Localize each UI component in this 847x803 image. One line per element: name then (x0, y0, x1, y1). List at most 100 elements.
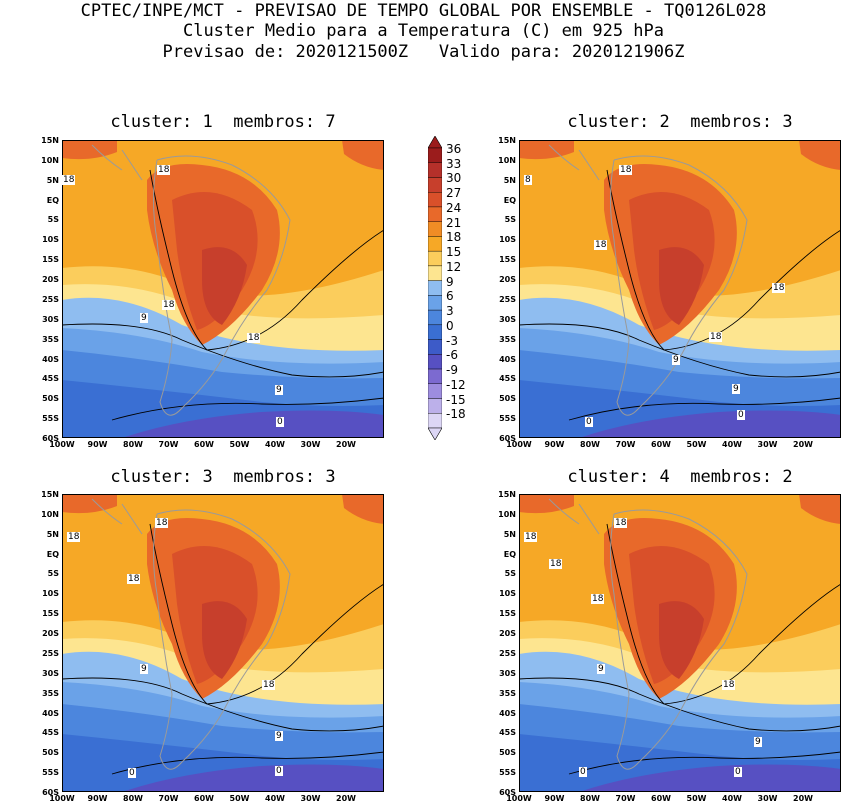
contour-value-label: 0 (585, 417, 593, 427)
contour-value-label: 9 (672, 355, 680, 365)
lat-label: 5S (47, 569, 59, 579)
lat-label: 15S (42, 255, 59, 265)
lon-label: 20W (793, 440, 813, 449)
contour-value-label: 18 (772, 283, 786, 293)
map-panel-3 (62, 494, 384, 792)
lat-label: 5N (46, 175, 59, 185)
contour-value-label: 9 (275, 731, 283, 741)
lon-label: 90W (544, 440, 565, 449)
colorbar-label: 33 (446, 156, 462, 171)
lon-label: 100W (49, 440, 75, 449)
contour-line (111, 397, 384, 421)
lat-label: 50S (42, 748, 59, 758)
colorbar-label: -9 (446, 363, 458, 378)
colorbar-label: 0 (446, 318, 454, 333)
colorbar-label: -12 (446, 377, 466, 392)
lon-label: 90W (544, 794, 565, 803)
colorbar-label: 27 (446, 186, 462, 201)
lon-label: 50W (229, 440, 250, 449)
colorbar-label: -6 (446, 348, 458, 363)
lat-label: 5N (46, 529, 59, 539)
coastline (121, 503, 143, 535)
lat-label: 40S (499, 708, 516, 718)
panel-4-title: cluster: 4 membros: 2 (567, 467, 793, 487)
purple-band (122, 764, 384, 792)
colorbar-segment (428, 295, 442, 311)
colorbar-bottom-arrow (428, 427, 442, 440)
colorbar-label: 15 (446, 245, 462, 260)
lat-label: 45S (42, 374, 59, 384)
map-frame (62, 494, 384, 792)
colorbar-label: 9 (446, 274, 454, 289)
lat-label: 20S (499, 629, 516, 639)
contour-value-label: 18 (722, 680, 736, 690)
lat-label: 35S (42, 334, 59, 344)
lon-label: 100W (506, 440, 532, 449)
colorbar-segment (428, 147, 442, 163)
panel-1-title: cluster: 1 membros: 7 (110, 112, 336, 132)
map-frame (62, 140, 384, 438)
contour-value-label: 18 (262, 680, 276, 690)
lon-label: 20W (793, 794, 813, 803)
lat-label: 15N (41, 136, 59, 145)
lat-label: 45S (499, 374, 516, 384)
contour-value-label: 18 (62, 175, 76, 185)
coastline (610, 509, 748, 770)
contour-value-label: 0 (275, 766, 283, 776)
contour-line (519, 323, 841, 378)
contour-line (62, 323, 384, 378)
colorbar (428, 136, 442, 440)
lat-label: 40S (499, 354, 516, 364)
lat-label: 10S (42, 235, 59, 245)
lon-label: 80W (123, 794, 143, 803)
lat-label: 60S (499, 434, 516, 443)
lon-label: 90W (87, 794, 108, 803)
contour-value-label: 18 (524, 532, 538, 542)
colorbar-label: 12 (446, 259, 462, 274)
atlantic-hot-patch (799, 494, 841, 524)
lat-label: 15N (41, 490, 59, 499)
lat-label: 30S (499, 668, 516, 678)
lat-label: 50S (499, 748, 516, 758)
lat-label: 60S (42, 788, 59, 797)
lat-label: 40S (42, 708, 59, 718)
atlantic-hot-patch (799, 140, 841, 170)
lat-label: 10S (42, 589, 59, 599)
colorbar-label: 36 (446, 142, 462, 156)
contour-value-label: 9 (754, 737, 762, 747)
lat-label: EQ (46, 195, 59, 205)
lon-label: 50W (229, 794, 250, 803)
colorbar-segment (428, 206, 442, 222)
lat-label: 15S (499, 609, 516, 619)
lon-label: 30W (300, 794, 321, 803)
colorbar-segment (428, 221, 442, 237)
equatorial-hot-patch (62, 494, 117, 514)
atlantic-hot-patch (342, 140, 384, 170)
lon-label: 100W (49, 794, 75, 803)
lat-label: 25S (42, 648, 59, 658)
colorbar-segment (428, 309, 442, 326)
lon-label: 50W (686, 440, 707, 449)
header-line-2: Cluster Medio para a Temperatura (C) em … (182, 21, 665, 41)
lat-label: 20S (499, 275, 516, 285)
lat-label: 60S (42, 434, 59, 443)
colorbar-label: 24 (446, 200, 462, 215)
map-panel-4 (519, 494, 841, 792)
colorbar-label: -3 (446, 333, 458, 348)
coastline (610, 155, 748, 416)
contour-value-label: 18 (619, 165, 633, 175)
coastline (153, 155, 291, 416)
lon-label: 30W (300, 440, 321, 449)
lon-label: 40W (265, 440, 285, 449)
lat-label: 15S (42, 609, 59, 619)
lon-label: 100W (506, 794, 532, 803)
colorbar-label: 6 (446, 289, 454, 304)
coastline (548, 144, 580, 171)
equatorial-hot-patch (519, 140, 574, 160)
contour-value-label: 0 (128, 768, 136, 778)
lon-label: 40W (722, 794, 742, 803)
colorbar-segment (428, 413, 442, 429)
coastline (578, 149, 600, 181)
atlantic-hot-patch (342, 494, 384, 524)
colorbar-segment (428, 398, 442, 414)
